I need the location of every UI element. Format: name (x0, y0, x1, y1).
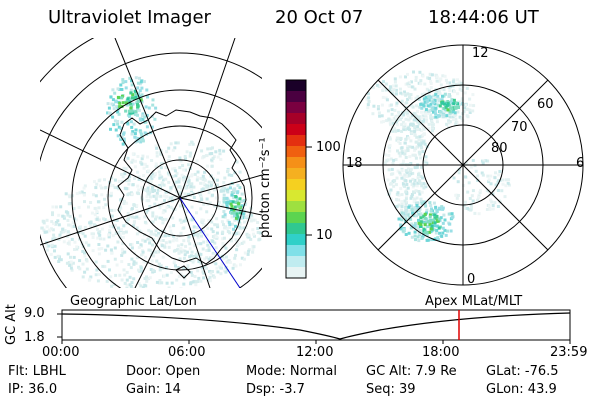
colorbar-swatch (286, 223, 306, 235)
left-lat-circles (40, 38, 262, 288)
mlt-label-18: 18 (346, 156, 363, 171)
geographic-map-label: Geographic Lat/Lon (70, 294, 197, 309)
color-bar (285, 79, 312, 279)
colorbar-swatch (286, 212, 306, 224)
mlat-label-60: 60 (537, 97, 554, 112)
colorbar-swatch (286, 201, 306, 213)
info-filter: Flt: LBHL (8, 364, 66, 379)
info-mode: Mode: Normal (246, 364, 337, 379)
colorbar-swatch (286, 91, 306, 103)
colorbar-unit-label: photon cm⁻²s⁻¹ (258, 137, 273, 238)
timeline-ticks (61, 340, 571, 344)
timeline-xtick-0000: 00:00 (42, 345, 80, 360)
timeline-ytick-9: 9.0 (24, 306, 45, 321)
colorbar-swatch (286, 113, 306, 125)
timeline-xtick-1800: 18:00 (422, 345, 460, 360)
altitude-timeline (57, 309, 571, 344)
sun-direction-line (179, 197, 241, 288)
time-label: 18:44:06 UT (428, 7, 539, 28)
timeline-xtick-1200: 12:00 (296, 345, 334, 360)
timeline-xtick-0600: 06:00 (168, 345, 206, 360)
colorbar-swatch (286, 267, 306, 279)
info-gain: Gain: 14 (126, 382, 181, 397)
altitude-curve (61, 312, 571, 340)
colorbar-swatch (286, 124, 306, 136)
colorbar-tick-100: 100 (316, 140, 341, 155)
colorbar-swatch (286, 234, 306, 246)
apex-polar-map (342, 44, 584, 286)
mlat-label-70: 70 (511, 120, 528, 135)
info-dsp: Dsp: -3.7 (246, 382, 305, 397)
mlt-label-12: 12 (472, 46, 489, 61)
instrument-title: Ultraviolet Imager (48, 7, 211, 28)
right-emission (365, 70, 511, 243)
colorbar-swatch (286, 157, 306, 169)
info-seq: Seq: 39 (366, 382, 416, 397)
colorbar-swatch (286, 146, 306, 158)
geographic-map (40, 38, 262, 288)
mlt-label-0: 0 (467, 272, 476, 287)
timeline-xtick-2359: 23:59 (550, 345, 588, 360)
colorbar-swatch (286, 179, 306, 191)
info-glon: GLon: 43.9 (486, 382, 557, 397)
left-emission (40, 76, 262, 288)
info-door: Door: Open (126, 364, 201, 379)
info-glat: GLat: -76.5 (486, 364, 559, 379)
apex-map-label: Apex MLat/MLT (425, 294, 523, 309)
timeline-axis-label: GC Alt (4, 304, 19, 345)
colorbar-swatch (286, 135, 306, 147)
timeline-ytick-1-8: 1.8 (24, 330, 45, 345)
date-label: 20 Oct 07 (275, 7, 364, 28)
colorbar-swatch (286, 168, 306, 180)
info-ip: IP: 36.0 (8, 382, 58, 397)
colorbar-swatch (286, 245, 306, 257)
colorbar-swatch (286, 80, 306, 92)
info-gc-alt: GC Alt: 7.9 Re (366, 364, 457, 379)
colorbar-swatch (286, 102, 306, 114)
coastline (117, 109, 247, 265)
right-mlt-lines (343, 45, 583, 285)
colorbar-tick-10: 10 (316, 228, 333, 243)
colorbar-swatch (286, 190, 306, 202)
mlt-label-6: 6 (576, 156, 585, 171)
mlat-label-80: 80 (491, 141, 508, 156)
colorbar-swatch (286, 256, 306, 268)
left-meridians (40, 38, 262, 288)
